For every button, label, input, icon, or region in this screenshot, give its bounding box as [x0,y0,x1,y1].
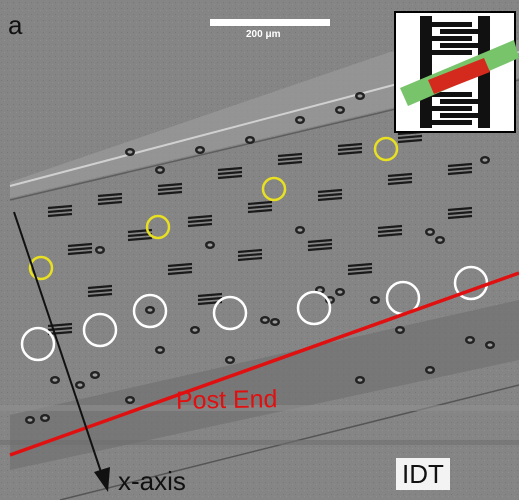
scale-bar [210,19,330,26]
scale-bar-label: 200 μm [246,29,281,40]
post-end-line [9,271,519,457]
post-end-label: Post End [175,385,278,415]
scan-band [0,440,519,445]
yellow-marker [28,255,54,281]
white-marker [296,290,332,326]
yellow-marker [373,136,399,162]
panel-label: a [8,10,23,40]
white-marker [132,293,168,329]
x-axis-label: x-axis [118,466,186,496]
x-axis-arrow [13,211,110,492]
yellow-marker [261,176,287,202]
yellow-markers [28,136,399,281]
white-marker [212,295,248,331]
idt-label: IDT [396,458,450,490]
white-marker [20,326,56,362]
debris-band [10,300,519,470]
scan-band [0,405,519,411]
white-marker [82,312,118,348]
yellow-marker [145,214,171,240]
idt-electrode-diagram-icon [394,11,519,133]
